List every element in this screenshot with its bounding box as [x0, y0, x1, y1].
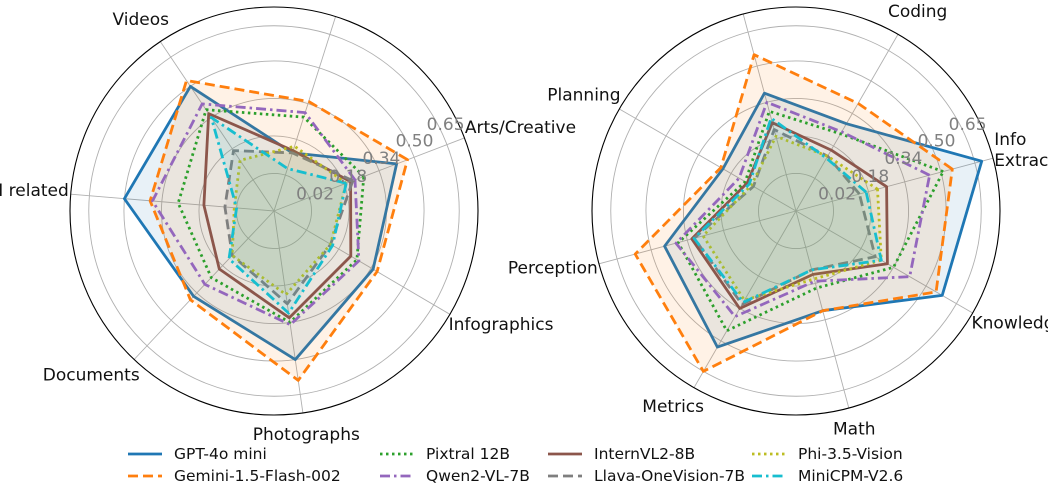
- spoke-line: [70, 193, 275, 212]
- grid-circle: [610, 25, 982, 397]
- category-label-3d-related: 3D related: [321, 0, 410, 2]
- category-label-ui-related: UI related: [0, 181, 69, 201]
- legend-label-gemini-1-5-flash-002: Gemini-1.5-Flash-002: [174, 467, 341, 485]
- grid-circle: [88, 25, 460, 397]
- spoke-line: [693, 210, 797, 388]
- series-line-pixtral-12b: [176, 108, 366, 324]
- r-tick-label: 0.65: [427, 115, 465, 135]
- series-line-phi-3-5-vision: [230, 144, 348, 297]
- outer-circle: [591, 6, 1001, 416]
- category-label-arts-creative: Arts/Creative: [465, 118, 576, 138]
- category-label-documents: Documents: [43, 366, 140, 386]
- legend: GPT-4o mini Gemini-1.5-Flash-002 Pixtral 1…: [128, 445, 903, 485]
- radar-chart-right: 0.020.180.340.500.65 InfoExtraction Coding…: [508, 2, 1048, 440]
- category-label-photographs: Photographs: [253, 425, 360, 445]
- r-tick-label: 0.65: [949, 115, 987, 135]
- spoke-line: [273, 210, 451, 315]
- legend-label-minicpm-v2-6: MiniCPM-V2.6: [798, 467, 903, 485]
- category-label-info-extraction: InfoExtraction: [994, 130, 1048, 171]
- category-label-perception: Perception: [508, 259, 598, 279]
- series-line-minicpm-v2-6: [209, 116, 348, 315]
- r-tick-label: 0.18: [329, 167, 367, 187]
- legend-label-phi-3-5-vision: Phi-3.5-Vision: [798, 445, 903, 463]
- series-fill-minicpm-v2-6: [694, 118, 882, 303]
- spoke-line: [742, 13, 797, 212]
- series-fill-minicpm-v2-6: [211, 117, 347, 314]
- spoke-line: [619, 108, 797, 212]
- series-line-internvl2-8b: [690, 121, 889, 310]
- spoke-line: [795, 157, 994, 212]
- legend-label-gpt-4o-mini: GPT-4o mini: [174, 445, 267, 463]
- series-line-gemini-1-5-flash-002: [148, 79, 409, 382]
- r-tick-label: 0.02: [818, 184, 856, 204]
- grid-circle: [758, 173, 834, 249]
- r-tick-label: 0.34: [362, 149, 400, 169]
- series-line-gemini-1-5-flash-002: [633, 53, 954, 373]
- r-tick-label: 0.18: [851, 167, 889, 187]
- category-label-planning: Planning: [547, 86, 620, 106]
- category-label-videos: Videos: [113, 10, 170, 30]
- category-label-metrics: Metrics: [642, 397, 704, 417]
- spoke-line: [598, 210, 797, 265]
- series-fill-gemini-1-5-flash-002: [150, 80, 408, 381]
- spoke-line: [159, 41, 275, 212]
- category-label-knowledge: Knowledge: [972, 314, 1048, 334]
- spoke-line: [273, 137, 465, 212]
- category-label-coding: Coding: [888, 2, 947, 22]
- outer-circle: [69, 6, 479, 416]
- r-tick-label: 0.50: [396, 132, 434, 152]
- series-line-phi-3-5-vision: [701, 134, 883, 302]
- series-line-minicpm-v2-6: [692, 116, 883, 304]
- category-label-infographics: Infographics: [449, 315, 554, 335]
- legend-label-pixtral-12b: Pixtral 12B: [426, 445, 510, 463]
- series-fill-llava-onevision-7b: [694, 129, 876, 305]
- series-line-pixtral-12b: [676, 109, 945, 333]
- series-line-internvl2-8b: [202, 112, 353, 320]
- r-tick-label: 0.34: [884, 149, 922, 169]
- series-fill-phi-3-5-vision: [703, 136, 882, 301]
- r-tick-label: 0.02: [296, 184, 334, 204]
- legend-label-llava-onevision-7b: Llava-OneVision-7B: [594, 467, 745, 485]
- series-fill-llava-onevision-7b: [224, 150, 353, 304]
- legend-label-internvl2-8b: InternVL2-8B: [594, 445, 695, 463]
- r-tick-label: 0.50: [918, 132, 956, 152]
- grid-circle: [198, 135, 350, 287]
- series-line-gpt-4o-mini: [663, 91, 984, 349]
- series-line-qwen2-vl-7b: [674, 100, 931, 319]
- legend-label-qwen2-vl-7b: Qwen2-VL-7B: [426, 467, 530, 485]
- category-label-math: Math: [833, 420, 876, 440]
